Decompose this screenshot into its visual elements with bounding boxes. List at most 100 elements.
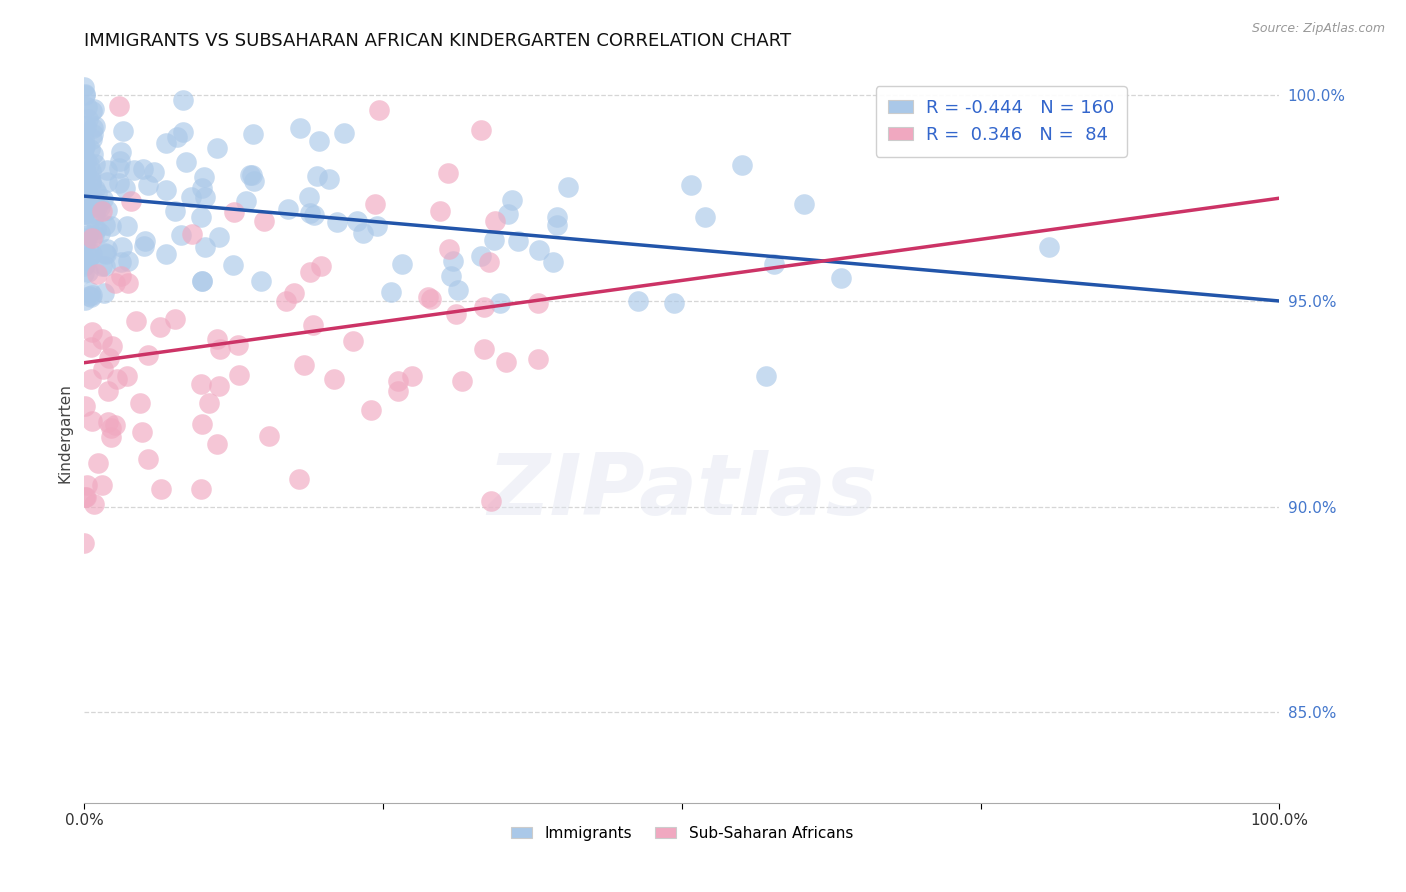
Point: [527, 351, 550, 366]
Point: [83, 497, 105, 511]
Point: [73, 80, 96, 95]
Point: [107, 99, 129, 113]
Point: [208, 342, 231, 356]
Point: [243, 174, 266, 188]
Point: [110, 268, 132, 283]
Point: [149, 482, 172, 496]
Point: [73, 293, 96, 307]
Point: [274, 293, 297, 308]
Point: [91, 204, 114, 219]
Point: [75, 164, 97, 178]
Point: [662, 295, 685, 310]
Point: [76, 100, 98, 114]
Point: [73, 490, 96, 504]
Point: [155, 136, 177, 150]
Point: [342, 334, 364, 348]
Point: [80, 290, 103, 304]
Point: [91, 361, 114, 376]
Point: [541, 254, 564, 268]
Point: [297, 190, 319, 204]
Point: [322, 371, 344, 385]
Point: [181, 227, 204, 242]
Point: [134, 234, 156, 248]
Point: [80, 325, 103, 339]
Point: [307, 169, 329, 183]
Point: [84, 221, 107, 235]
Point: [84, 207, 107, 221]
Point: [115, 369, 138, 384]
Point: [163, 204, 186, 219]
Point: [82, 210, 104, 224]
Point: [482, 233, 505, 247]
Point: [100, 430, 122, 444]
Point: [309, 259, 332, 273]
Point: [89, 200, 111, 214]
Point: [83, 120, 105, 134]
Point: [122, 162, 145, 177]
Point: [117, 253, 139, 268]
Point: [437, 243, 460, 257]
Point: [418, 289, 440, 303]
Point: [103, 418, 125, 433]
Point: [495, 354, 517, 368]
Point: [117, 276, 139, 290]
Point: [79, 372, 101, 386]
Point: [731, 158, 754, 172]
Point: [75, 235, 97, 250]
Point: [87, 456, 110, 470]
Point: [93, 285, 115, 300]
Point: [96, 175, 118, 189]
Point: [73, 139, 96, 153]
Point: [366, 219, 388, 233]
Point: [194, 240, 217, 254]
Point: [288, 473, 311, 487]
Point: [73, 141, 96, 155]
Text: IMMIGRANTS VS SUBSAHARAN AFRICAN KINDERGARTEN CORRELATION CHART: IMMIGRANTS VS SUBSAHARAN AFRICAN KINDERG…: [84, 32, 792, 50]
Point: [73, 399, 96, 413]
Point: [91, 192, 114, 206]
Point: [224, 205, 246, 219]
Point: [546, 210, 568, 224]
Point: [73, 132, 96, 146]
Point: [346, 214, 368, 228]
Point: [80, 164, 103, 178]
Point: [174, 155, 197, 169]
Point: [89, 226, 111, 240]
Point: [501, 193, 523, 207]
Point: [73, 536, 96, 550]
Point: [83, 102, 105, 116]
Point: [75, 153, 97, 168]
Point: [86, 200, 108, 214]
Point: [80, 176, 103, 190]
Point: [242, 127, 264, 141]
Point: [104, 276, 127, 290]
Point: [352, 226, 374, 240]
Point: [82, 120, 104, 135]
Point: [120, 194, 142, 209]
Point: [299, 205, 322, 219]
Point: [136, 451, 159, 466]
Point: [77, 227, 100, 242]
Point: [333, 126, 356, 140]
Point: [235, 194, 257, 208]
Point: [478, 254, 501, 268]
Point: [75, 119, 97, 133]
Point: [470, 249, 492, 263]
Point: [318, 171, 340, 186]
Point: [444, 307, 467, 321]
Point: [77, 112, 100, 126]
Point: [207, 140, 229, 154]
Point: [75, 199, 97, 213]
Point: [496, 207, 519, 221]
Point: [73, 179, 96, 194]
Point: [226, 338, 249, 352]
Point: [302, 318, 325, 332]
Point: [77, 250, 100, 264]
Point: [194, 190, 217, 204]
Point: [100, 219, 122, 233]
Point: [205, 332, 228, 346]
Point: [401, 368, 423, 383]
Point: [240, 168, 263, 182]
Point: [76, 478, 98, 492]
Point: [299, 265, 322, 279]
